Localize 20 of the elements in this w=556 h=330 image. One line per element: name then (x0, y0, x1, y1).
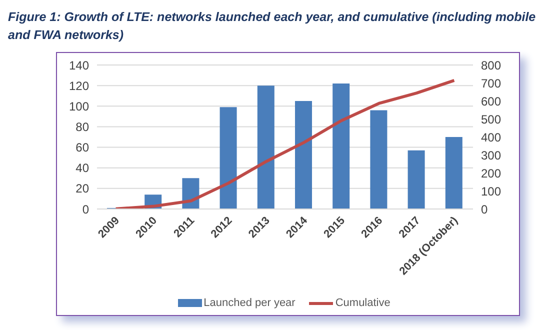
y-tick-label: 0 (82, 202, 90, 216)
y-tick-label: 100 (68, 99, 90, 114)
y-tick-label: 20 (76, 182, 90, 196)
y2-tick-label: 800 (481, 58, 502, 72)
y2-tick-label: 700 (481, 76, 502, 90)
y-tick-label: 40 (76, 161, 90, 176)
y2-tick-label: 600 (481, 94, 502, 108)
y2-tick-label: 300 (481, 148, 502, 162)
y2-tick-label: 100 (481, 184, 502, 198)
y-tick-label: 60 (76, 140, 90, 155)
y-tick-label: 80 (76, 120, 90, 134)
legend-label: Cumulative (334, 297, 390, 309)
chart-title: Figure 1: Growth of LTE: networks launched each year, and cumulative (including mobile and FWA networks) (8, 9, 537, 44)
y2-tick-label: 400 (481, 130, 502, 144)
y-tick-label: 140 (68, 58, 90, 72)
y2-tick-label: 200 (481, 166, 502, 180)
y2-tick-label: 500 (481, 112, 502, 126)
y2-tick-label: 0 (481, 202, 488, 216)
legend-label: Launched per year (202, 297, 296, 309)
y-tick-label: 120 (68, 78, 90, 93)
